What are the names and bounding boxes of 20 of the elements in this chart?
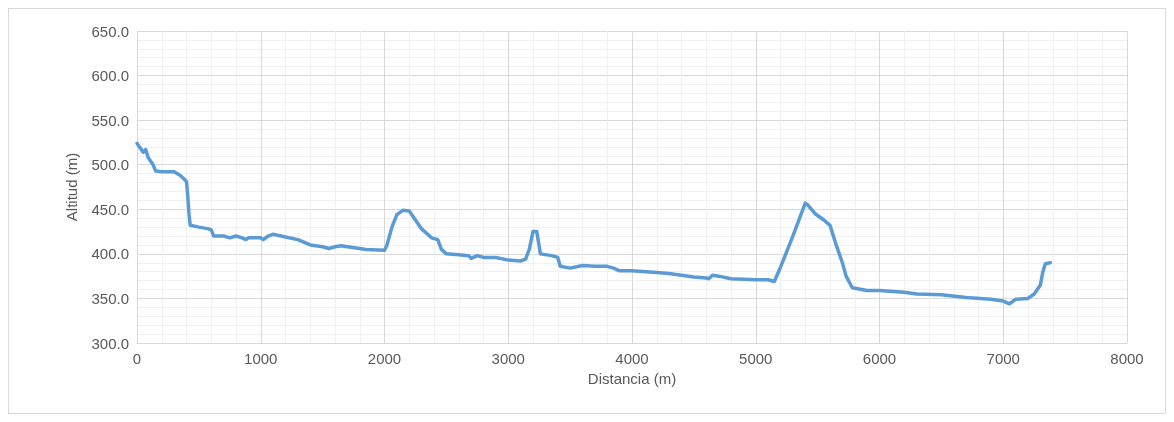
y-tick-label: 550.0 (91, 111, 129, 129)
y-tick-label: 450.0 (91, 200, 129, 218)
x-tick-label: 8000 (1110, 350, 1144, 367)
x-axis-title: Distancia (m) (587, 370, 677, 387)
x-tick-label: 1000 (244, 350, 278, 367)
y-tick-label: 400.0 (91, 245, 129, 263)
y-tick-label: 650.0 (91, 22, 129, 40)
x-tick-label: 0 (132, 350, 142, 367)
x-tick-label: 2000 (367, 350, 402, 367)
y-tick-label: 350.0 (91, 289, 129, 307)
x-tick-label: 6000 (862, 350, 897, 367)
x-tick-label: 3000 (491, 350, 525, 367)
y-axis-title: Altitud (m) (63, 152, 80, 222)
x-tick-label: 4000 (615, 350, 649, 367)
y-tick-label: 300.0 (91, 334, 129, 352)
y-tick-label: 600.0 (91, 67, 129, 85)
y-tick-label: 500.0 (91, 156, 129, 174)
x-tick-label: 5000 (739, 350, 773, 367)
line-series (135, 141, 1053, 306)
x-tick-label: 7000 (986, 350, 1020, 367)
